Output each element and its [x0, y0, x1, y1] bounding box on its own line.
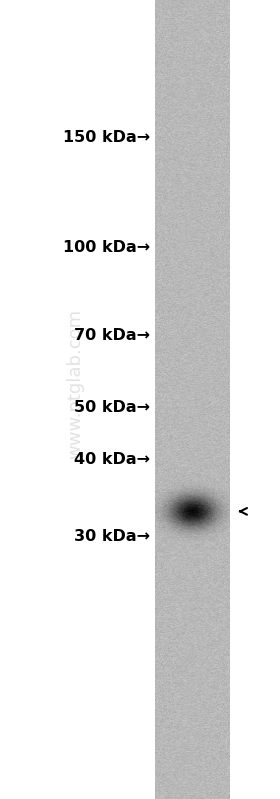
Text: 30 kDa→: 30 kDa→	[74, 530, 150, 544]
Text: 100 kDa→: 100 kDa→	[63, 240, 150, 255]
Text: 150 kDa→: 150 kDa→	[63, 130, 150, 145]
Text: 40 kDa→: 40 kDa→	[74, 452, 150, 467]
Text: 70 kDa→: 70 kDa→	[74, 328, 150, 343]
Text: 50 kDa→: 50 kDa→	[74, 400, 150, 415]
Text: www.ptglab.com: www.ptglab.com	[67, 308, 85, 459]
